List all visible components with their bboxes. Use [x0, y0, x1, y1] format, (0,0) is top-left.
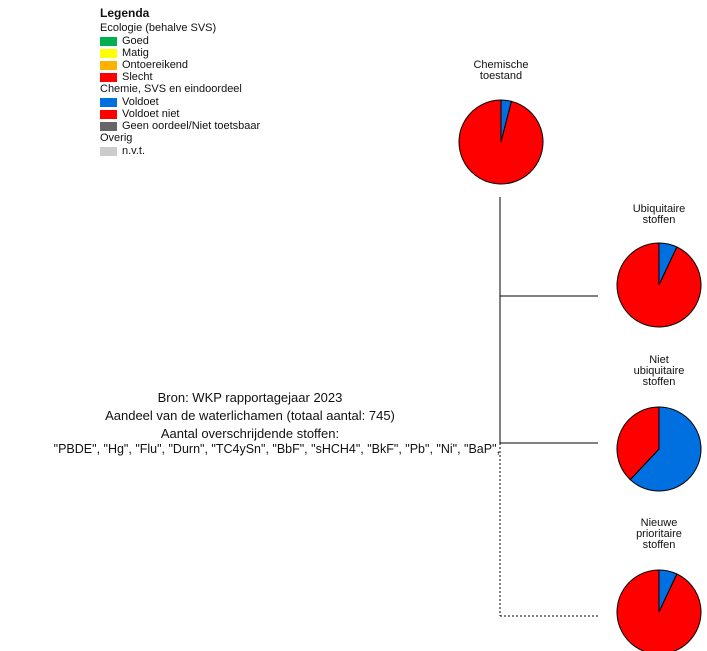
legend-swatch — [100, 109, 117, 119]
substances-list: "PBDE", "Hg", "Flu", "Durn", "TC4ySn", "… — [53, 442, 500, 456]
legend-item: n.v.t. — [100, 145, 260, 157]
legend-swatch — [100, 36, 117, 46]
pie-slice — [616, 406, 660, 481]
pie-title: Niet ubiquitaire stoffen — [609, 355, 707, 388]
legend-item: Goed — [100, 35, 260, 47]
legend-item: Voldoet niet — [100, 108, 260, 120]
pie-title-line: Nieuwe — [640, 517, 678, 529]
pie-title: Chemische toestand — [451, 60, 551, 82]
pie-title-line: stoffen — [642, 539, 676, 551]
pie-slice — [629, 406, 702, 492]
legend: Legenda Ecologie (behalve SVS) Goed Matig O… — [100, 7, 260, 157]
legend-group-heading: Ecologie (behalve SVS) — [100, 22, 217, 34]
legend-swatch — [100, 121, 117, 131]
legend-item: Voldoet — [100, 96, 260, 108]
pie-chart — [458, 99, 544, 185]
source-text: Bron: WKP rapportagejaar 2023 — [157, 390, 343, 405]
tree-connectors — [499, 197, 598, 617]
pie-chart — [616, 242, 702, 328]
pie-title-line: ubiquitaire — [633, 365, 685, 377]
legend-swatch — [100, 72, 117, 82]
pie-chart — [616, 569, 702, 651]
legend-item-label: Goed — [122, 34, 149, 47]
legend-item-label: n.v.t. — [122, 144, 146, 157]
legend-swatch — [100, 48, 117, 58]
pies — [458, 99, 702, 651]
pie-title-line: Chemische — [473, 59, 529, 71]
legend-group: Overig n.v.t. — [100, 132, 260, 157]
legend-group-heading: Overig — [100, 132, 133, 144]
legend-group: Chemie, SVS en eindoordeel Voldoet Voldoet… — [100, 83, 260, 132]
legend-item-label: Voldoet niet — [122, 107, 180, 120]
source-info: Bron: WKP rapportagejaar 2023 Aandeel va… — [0, 389, 500, 443]
legend-item-label: Geen oordeel/Niet toetsbaar — [122, 119, 261, 132]
exceedances-text: Aantal overschrijdende stoffen: — [160, 426, 340, 441]
legend-item: Matig — [100, 47, 260, 59]
legend-group: Ecologie (behalve SVS) Goed Matig Ontoereik… — [100, 22, 260, 83]
legend-groups: Ecologie (behalve SVS) Goed Matig Ontoereik… — [100, 22, 260, 157]
legend-item-label: Slecht — [122, 70, 153, 83]
legend-item-label: Matig — [122, 46, 149, 59]
pie-title-line: toestand — [479, 70, 523, 82]
legend-item-label: Voldoet — [122, 95, 159, 108]
legend-title: Legenda — [100, 6, 150, 20]
legend-item: Slecht — [100, 71, 260, 83]
pie-title-line: prioritaire — [636, 528, 682, 540]
pie-title: Nieuwe prioritaire stoffen — [609, 518, 707, 551]
legend-group-heading: Chemie, SVS en eindoordeel — [100, 83, 242, 95]
legend-swatch — [100, 146, 117, 156]
pie-chart — [616, 406, 702, 492]
pie-title-line: Niet — [649, 354, 669, 366]
pie-slice — [458, 99, 544, 185]
pie-title-line: stoffen — [642, 376, 676, 388]
pie-slice — [616, 569, 702, 651]
pie-title-line: Ubiquitaire — [632, 203, 686, 215]
legend-item: Ontoereikend — [100, 59, 260, 71]
legend-item-label: Ontoereikend — [122, 58, 189, 71]
share-text: Aandeel van de waterlichamen (totaal aan… — [105, 408, 395, 423]
legend-swatch — [100, 60, 117, 70]
pie-slice — [616, 242, 702, 328]
legend-item: Geen oordeel/Niet toetsbaar — [100, 120, 260, 132]
pie-title-line: stoffen — [642, 214, 676, 226]
legend-swatch — [100, 97, 117, 107]
pie-title: Ubiquitaire stoffen — [609, 204, 707, 226]
